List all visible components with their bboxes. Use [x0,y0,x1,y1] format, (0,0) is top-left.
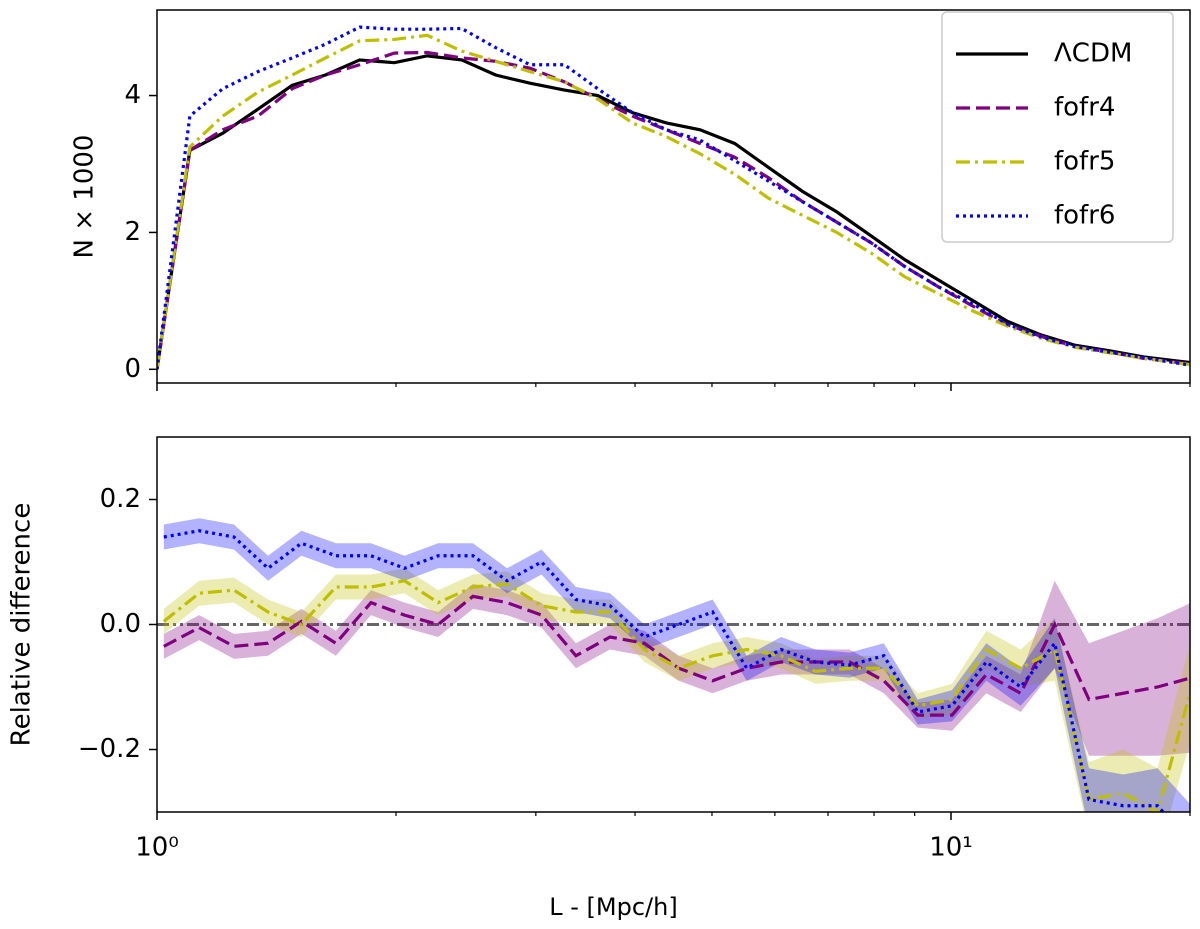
y-axis-label: Relative difference [7,503,37,747]
y-tick-label: −0.2 [78,734,141,764]
y-tick-label: 2 [124,217,141,247]
x-tick-label: 10⁰ [135,833,179,863]
error-band [163,518,1190,812]
plot-area [157,518,1190,812]
legend-label: fofr4 [1054,93,1115,123]
y-tick-label: 0.0 [100,609,141,639]
x-tick-label: 10¹ [929,833,973,863]
series-line [157,50,1190,370]
y-tick-label: 0 [124,354,141,384]
legend-label: fofr6 [1054,201,1115,231]
legend-label: fofr5 [1054,147,1115,177]
legend-box [941,11,1174,243]
series-line [162,579,1190,812]
legend-label: ΛCDM [1054,39,1132,69]
plot-area [157,25,1190,370]
plot-frame [156,9,1191,384]
x-axis-label: L - [Mpc/h] [549,893,677,921]
y-axis-label: N × 1000 [70,135,100,259]
y-tick-label: 4 [124,80,141,110]
y-tick-label: 0.2 [100,484,141,514]
